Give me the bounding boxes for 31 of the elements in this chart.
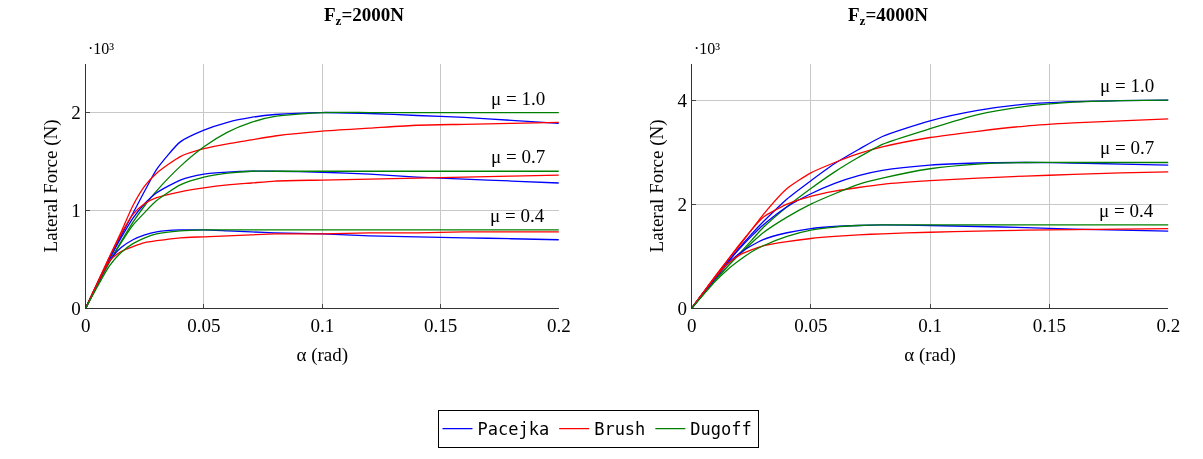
x-tick-label: 0.1 — [918, 315, 942, 337]
y-axis-title: Lateral Force (N) — [40, 119, 63, 253]
x-tick-label: 0.05 — [187, 315, 221, 337]
x-axis-title: α (rad) — [296, 343, 349, 366]
legend-label: Brush — [594, 419, 646, 440]
x-tick-label: 0.15 — [423, 315, 458, 337]
x-tick-label: 0.05 — [794, 315, 828, 337]
legend-label: Dugoff — [690, 419, 752, 440]
y-tick-label: 4 — [677, 89, 688, 111]
y-tick-label: 0 — [677, 297, 687, 319]
text: ·10³ — [88, 40, 115, 57]
x-tick-label: 0.2 — [1156, 315, 1181, 337]
annotation: μ = 0.7 — [1100, 137, 1155, 158]
annotation: μ = 0.4 — [490, 205, 545, 226]
y-tick-label: 2 — [677, 193, 687, 215]
annotation: μ = 0.4 — [1099, 200, 1154, 221]
chart-title: F$_{z}$=2000N — [324, 4, 405, 28]
legend-label: Pacejka — [477, 419, 550, 440]
x-tick-label: 0.2 — [546, 315, 571, 337]
y-axis-title: Lateral Force (N) — [646, 119, 669, 253]
annotation: μ = 1.0 — [491, 88, 546, 109]
text: ·10³ — [694, 40, 721, 57]
x-tick-label: 0.15 — [1032, 315, 1066, 337]
annotation: μ = 0.7 — [491, 146, 546, 167]
y-tick-label: 1 — [71, 200, 81, 222]
y-tick-label: 0 — [71, 297, 81, 319]
x-axis-title: α (rad) — [904, 343, 956, 366]
chart-title: F$_{z}$=4000N — [848, 4, 929, 28]
x-tick-label: 0.1 — [310, 315, 335, 337]
annotation: μ = 1.0 — [1100, 75, 1155, 96]
y-tick-label: 2 — [71, 102, 81, 124]
